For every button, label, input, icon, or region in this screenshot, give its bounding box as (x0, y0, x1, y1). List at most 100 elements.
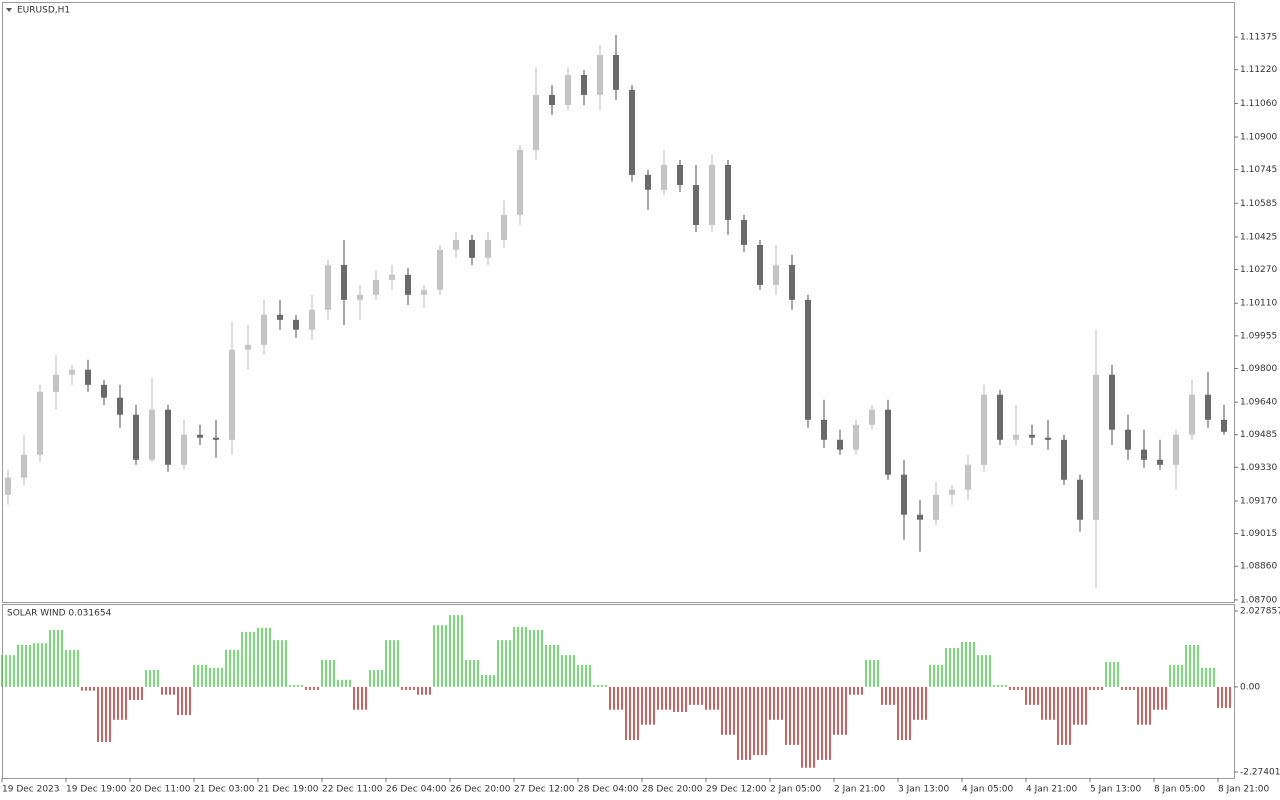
y-tick-label: 1.09640 (1240, 398, 1277, 408)
candle-body (517, 149, 523, 215)
candle-body (613, 54, 619, 90)
candle-body (229, 349, 235, 440)
x-tick-label: 27 Dec 12:00 (514, 785, 575, 795)
y-tick-label: 1.10900 (1240, 133, 1277, 143)
candle-body (709, 165, 715, 225)
candle-body (1029, 434, 1035, 438)
candle-body (309, 309, 315, 330)
candle-body (453, 239, 459, 250)
candle-body (981, 394, 987, 465)
candle-body (917, 514, 923, 520)
candle-body (1141, 449, 1147, 460)
x-tick-label: 8 Jan 05:00 (1154, 785, 1206, 795)
y-tick-label: 1.09015 (1240, 529, 1277, 539)
candle-body (5, 477, 11, 495)
x-tick-label: 8 Jan 21:00 (1218, 785, 1270, 795)
candle-body (1045, 437, 1051, 440)
indicator-frame (2, 604, 1235, 779)
y-tick-label: 1.11060 (1240, 99, 1277, 109)
indicator-title: SOLAR WIND 0.031654 (7, 609, 112, 619)
candle-body (1077, 479, 1083, 520)
candle-body (437, 249, 443, 290)
y-tick-label: 1.09330 (1240, 463, 1277, 473)
candle-body (869, 409, 875, 425)
candle-body (261, 314, 267, 345)
candle-body (533, 94, 539, 150)
candle-body (997, 394, 1003, 440)
menu-arrow[interactable] (6, 8, 12, 12)
candle-body (741, 219, 747, 245)
candle-body (1157, 459, 1163, 465)
x-tick-label: 19 Dec 19:00 (66, 785, 127, 795)
candle-body (1221, 419, 1227, 432)
candle-body (693, 184, 699, 225)
candle-body (277, 314, 283, 320)
candle-body (405, 274, 411, 295)
y-tick-label: 1.09955 (1240, 331, 1277, 341)
candle-body (677, 165, 683, 185)
candle-body (341, 264, 347, 300)
candle-body (1061, 439, 1067, 480)
x-tick-label: 28 Dec 20:00 (642, 785, 703, 795)
y-tick-label: 1.10110 (1240, 299, 1277, 309)
y-tick-label: 0.00 (1240, 682, 1260, 692)
x-tick-label: 26 Dec 04:00 (386, 785, 447, 795)
x-tick-label: 4 Jan 05:00 (962, 785, 1014, 795)
candle-body (965, 464, 971, 490)
candle-body (1093, 374, 1099, 520)
y-tick-label: 1.10585 (1240, 199, 1277, 209)
x-tick-label: 5 Jan 13:00 (1090, 785, 1142, 795)
candle-body (485, 239, 491, 258)
candle-body (821, 419, 827, 440)
x-tick-label: 22 Dec 11:00 (322, 785, 383, 795)
candle-body (933, 494, 939, 520)
x-tick-label: 2 Jan 21:00 (834, 785, 886, 795)
candle-body (565, 74, 571, 106)
candle-body (757, 244, 763, 285)
candle-body (629, 89, 635, 175)
candle-body (117, 397, 123, 415)
candle-body (837, 439, 843, 450)
x-tick-label: 20 Dec 11:00 (130, 785, 191, 795)
x-tick-label: 29 Dec 12:00 (706, 785, 767, 795)
candle-body (149, 409, 155, 460)
y-tick-label: 1.11375 (1240, 33, 1277, 43)
y-tick-label: 1.11220 (1240, 65, 1277, 75)
x-tick-label: 28 Dec 04:00 (578, 785, 639, 795)
candle-body (1205, 394, 1211, 420)
x-tick-label: 21 Dec 19:00 (258, 785, 319, 795)
candle-body (789, 264, 795, 300)
candle-body (133, 414, 139, 460)
candle-body (949, 489, 955, 495)
x-tick-label: 4 Jan 21:00 (1026, 785, 1078, 795)
candle-body (165, 409, 171, 465)
candle-body (1189, 394, 1195, 435)
candle-body (901, 474, 907, 515)
y-tick-label: 1.10745 (1240, 165, 1277, 175)
candle-body (37, 391, 43, 455)
x-tick-label: 19 Dec 2023 (2, 785, 60, 795)
y-tick-label: 1.09170 (1240, 497, 1277, 507)
y-tick-label: 2.027857 (1240, 606, 1280, 616)
candle-body (421, 289, 427, 295)
y-tick-label: -2.27401 (1240, 768, 1280, 778)
candle-body (645, 174, 651, 190)
candle-body (245, 344, 251, 350)
x-tick-label: 21 Dec 03:00 (194, 785, 255, 795)
candle-body (885, 409, 891, 475)
candle-body (469, 239, 475, 258)
x-tick-label: 2 Jan 05:00 (770, 785, 822, 795)
candle-body (101, 384, 107, 398)
candle-body (725, 165, 731, 220)
candle-body (389, 274, 395, 280)
y-tick-label: 1.10270 (1240, 265, 1277, 275)
candle-body (357, 294, 363, 300)
candle-body (69, 369, 75, 375)
y-tick-label: 1.09800 (1240, 364, 1277, 374)
candle-body (661, 165, 667, 190)
candle-body (501, 214, 507, 240)
candle-body (53, 374, 59, 392)
candle-body (1013, 434, 1019, 440)
y-tick-label: 1.10425 (1240, 232, 1277, 242)
candle-body (1125, 429, 1131, 450)
